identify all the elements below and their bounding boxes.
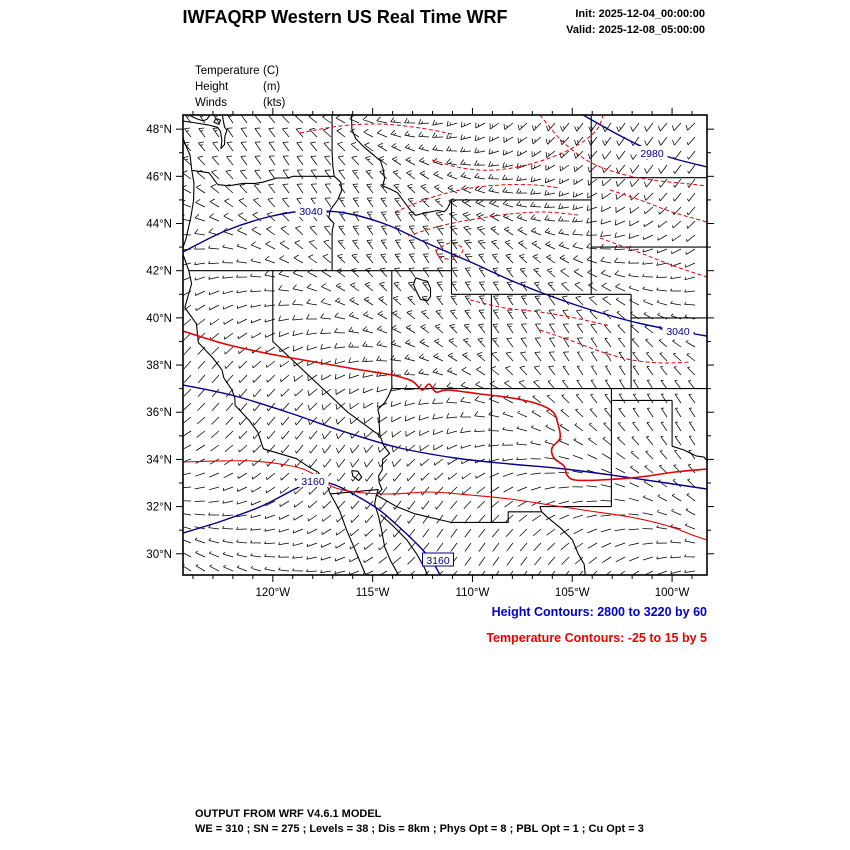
border-vancouver_island_tip (188, 115, 211, 122)
axis-label-lat: 38°N (146, 360, 172, 372)
temperature-contour-7 (539, 329, 691, 364)
contour-label-box (422, 552, 454, 567)
temperature-contour-11 (609, 189, 707, 223)
legend-winds-label: Winds (195, 97, 227, 109)
border-or_id_snake (328, 175, 343, 271)
axis-label-lat: 48°N (146, 124, 172, 136)
axis-label-lat: 42°N (146, 266, 172, 278)
axis-label-lon: 115°W (356, 587, 390, 599)
contour-label: 3040 (299, 206, 323, 218)
border-wa_id (331, 115, 335, 177)
border-ca_nv_az (272, 270, 391, 496)
contour-labels: 2980 3040 3040 3160 3160 (295, 146, 694, 567)
model-info-line1: OUTPUT FROM WRF V4.6.1 MODEL (195, 808, 382, 820)
contour-label-box (295, 204, 327, 217)
init-valid-block: Init: 2025-12-04_00:00:00 Valid: 2025-12… (566, 6, 705, 38)
contour-label-box (636, 146, 668, 159)
contour-label: 3160 (426, 555, 450, 567)
border-great_salt_lake (413, 277, 432, 302)
border-id_mt (350, 115, 452, 216)
contour-label: 3160 (301, 476, 325, 488)
height-contours-caption: Height Contours: 2800 to 3220 by 60 (491, 605, 707, 619)
temperature-contours-caption: Temperature Contours: -25 to 15 by 5 (486, 631, 707, 645)
valid-time: Valid: 2025-12-08_05:00:00 (566, 24, 705, 36)
wind-barb-field (183, 115, 696, 575)
map-frame (182, 114, 708, 576)
height-contour-3100 (183, 384, 707, 490)
map-frame-and-axes: 30°N 32°N 34°N 36°N 38°N 40°N 42°N 44°N 46°N 48°N… (146, 108, 714, 599)
border-mexico_border (330, 489, 586, 575)
border-puget_sound (183, 115, 228, 150)
axis-label-lat: 40°N (146, 313, 172, 325)
border-salton_sea (351, 470, 363, 482)
axis-label-lat: 34°N (146, 454, 172, 466)
border-island (213, 117, 222, 125)
height-contours (183, 115, 707, 575)
border-baja_coast (329, 493, 367, 575)
border-el_paso_link (539, 506, 543, 512)
axis-label-lon: 105°W (555, 587, 590, 599)
contour-label-box (662, 324, 694, 337)
temperature-contour-3 (407, 211, 579, 237)
temperature-contour-2 (394, 184, 561, 213)
border-sonora_gulf_shore (380, 514, 429, 575)
legend-temperature: Temperature (C) (195, 63, 315, 79)
legend-temperature-label: Temperature (195, 65, 260, 77)
temperature-contour-5 (599, 237, 707, 278)
init-time: Init: 2025-12-04_00:00:00 (575, 8, 705, 20)
model-info: OUTPUT FROM WRF V4.6.1 MODEL WE = 310 ; … (195, 807, 644, 837)
plot-title: IWFAQRP Western US Real Time WRF (182, 7, 508, 27)
border-az_nv_river (377, 388, 393, 436)
axis-label-lat: 36°N (146, 407, 172, 419)
field-legend: Temperature (C) Height (m) Winds (kts) (195, 63, 315, 111)
border-red_river (671, 445, 707, 461)
temperature-contour-1 (183, 460, 707, 541)
legend-winds: Winds (kts) (195, 95, 315, 111)
border-wa_or (191, 169, 335, 187)
border-colorado_delta (374, 494, 379, 515)
axis-label-lat: 32°N (146, 502, 172, 514)
legend-height: Height (m) (195, 79, 315, 95)
contour-label: 2980 (640, 148, 664, 160)
temperature-contour-9 (434, 242, 464, 260)
state-borders (183, 115, 707, 575)
temperature-contour-8 (299, 123, 453, 135)
temperature-contour-4 (539, 115, 707, 187)
contour-label: 3040 (666, 326, 690, 338)
temperature-contour-6 (431, 115, 604, 171)
axis-label-lon: 100°W (655, 587, 690, 599)
axis-label-lon: 120°W (256, 587, 291, 599)
legend-height-label: Height (195, 81, 229, 93)
temperature-contour-10 (469, 299, 611, 327)
model-info-line2: WE = 310 ; SN = 275 ; Levels = 38 ; Dis … (195, 823, 644, 835)
axis-label-lat: 44°N (146, 219, 172, 231)
temperature-contour-0 (183, 330, 707, 482)
axis-label-lat: 46°N (146, 171, 172, 183)
border-baja_gulf_shore (377, 514, 400, 575)
height-contour-3160 (183, 480, 441, 575)
axis-label-lon: 110°W (456, 587, 490, 599)
temperature-contours (183, 115, 707, 541)
contour-label-box (297, 474, 329, 487)
axis-label-lat: 30°N (146, 549, 172, 561)
legend-temperature-unit: (C) (263, 65, 279, 77)
border-pacific_coast (183, 136, 331, 495)
legend-height-unit: (m) (263, 81, 281, 93)
legend-winds-unit: (kts) (263, 97, 286, 109)
wind-barbs (183, 115, 696, 575)
height-contour-3040 (183, 210, 707, 337)
